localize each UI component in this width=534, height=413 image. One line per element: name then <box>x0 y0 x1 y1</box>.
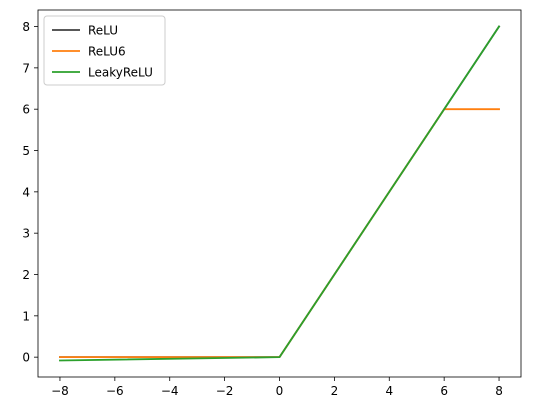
y-tick-label: 8 <box>22 20 30 34</box>
x-tick-label: −6 <box>106 384 124 398</box>
x-tick-label: 8 <box>495 384 503 398</box>
series-layer <box>59 25 501 362</box>
legend-label-relu6: ReLU6 <box>88 45 126 59</box>
y-tick-label: 6 <box>22 103 30 117</box>
y-tick-label: 0 <box>22 351 30 365</box>
y-tick-label: 3 <box>22 227 30 241</box>
y-axis: 0 1 2 3 4 5 6 7 8 <box>22 20 38 365</box>
x-tick-label: 6 <box>440 384 448 398</box>
legend-box <box>43 15 166 86</box>
y-tick-label: 2 <box>22 268 30 282</box>
legend: ReLU ReLU6 LeakyReLU <box>43 15 166 86</box>
y-tick-label: 4 <box>22 185 30 199</box>
series-line-relu6 <box>59 108 500 359</box>
legend-label-leakyrelu: LeakyReLU <box>88 66 153 80</box>
x-tick-label: 0 <box>276 384 284 398</box>
x-tick-label: −4 <box>161 384 179 398</box>
x-tick-label: −8 <box>51 384 69 398</box>
x-tick-label: 4 <box>385 384 393 398</box>
y-tick-label: 7 <box>22 61 30 75</box>
series-line-leakyrelu <box>59 25 501 362</box>
x-axis: −8 −6 −4 −2 0 2 4 6 8 <box>51 377 503 398</box>
y-tick-label: 5 <box>22 144 30 158</box>
legend-label-relu: ReLU <box>88 24 118 38</box>
x-tick-label: −2 <box>216 384 234 398</box>
y-tick-label: 1 <box>22 309 30 323</box>
x-tick-label: 2 <box>331 384 339 398</box>
